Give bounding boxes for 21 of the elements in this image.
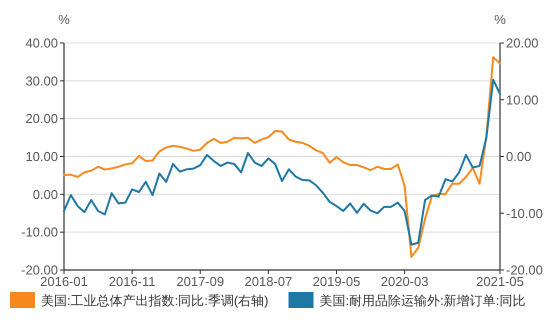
- y-tick-label: 20.00: [25, 111, 58, 126]
- y-tick-label: 30.00: [25, 73, 58, 88]
- legend-label: 美国:工业总体产出指数:同比:季调(右轴): [41, 293, 268, 308]
- legend-label: 美国:耐用品除运输外:新增订单:同比: [320, 293, 526, 308]
- y2-tick-label: 20.00: [506, 36, 539, 50]
- y-axis-title: %: [58, 12, 70, 27]
- line-series: [63, 56, 501, 258]
- y-tick-label: 40.00: [25, 36, 58, 50]
- y2-axis-title: %: [494, 12, 506, 27]
- y-tick-label: 10.00: [25, 149, 58, 164]
- x-tick-label: 2018-07: [244, 274, 292, 289]
- x-tick-label: 2020-03: [380, 274, 428, 289]
- line-series: [63, 78, 501, 246]
- x-tick-label: 2019-05: [312, 274, 360, 289]
- y-tick-label: 0.00: [32, 186, 58, 202]
- x-tick-label: 2017-09: [176, 274, 224, 289]
- y-tick-label: -10.00: [21, 224, 58, 240]
- y2-tick-label: 0.00: [506, 149, 532, 164]
- y2-tick-label: 10.00: [506, 92, 539, 108]
- y2-tick-label: -10.00: [506, 206, 543, 221]
- x-tick-label: 2016-11: [108, 274, 156, 289]
